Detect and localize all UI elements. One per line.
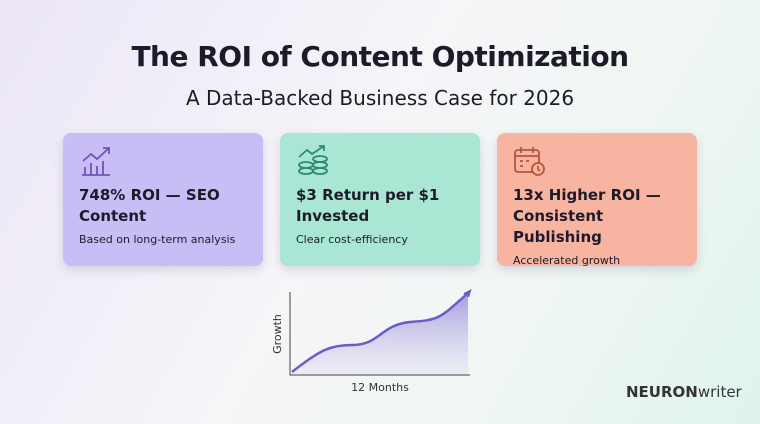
card: $3 Return per $1 Invested Clear cost-eff… xyxy=(280,133,480,266)
x-axis-label: 12 Months xyxy=(351,381,409,394)
arrow-head xyxy=(463,289,472,298)
growth-curve xyxy=(291,292,469,373)
y-axis-label: Growth xyxy=(271,314,284,354)
brand: NEURONwriter xyxy=(626,383,742,401)
icon xyxy=(82,147,110,176)
brand-light: writer xyxy=(697,383,742,401)
icon xyxy=(298,145,328,175)
card: 13x Higher ROI — Consistent Publishing A… xyxy=(497,133,697,267)
card: 748% ROI — SEO Content Based on long-ter… xyxy=(63,133,263,266)
growth-area xyxy=(292,293,468,375)
card-subtitle: Accelerated growth xyxy=(513,254,621,267)
card-subtitle: Based on long-term analysis xyxy=(79,233,236,246)
card-title: 13x Higher ROI — Consistent Publishing xyxy=(513,186,661,246)
title: The ROI of Content Optimization xyxy=(131,40,629,73)
card-title: 748% ROI — SEO Content xyxy=(79,186,220,225)
icon xyxy=(514,147,545,176)
subtitle: A Data-Backed Business Case for 2026 xyxy=(185,86,575,110)
card-subtitle: Clear cost-efficiency xyxy=(296,233,408,246)
brand-bold: NEURON xyxy=(626,383,698,401)
card-title: $3 Return per $1 Invested xyxy=(296,186,440,225)
axes xyxy=(289,292,470,376)
